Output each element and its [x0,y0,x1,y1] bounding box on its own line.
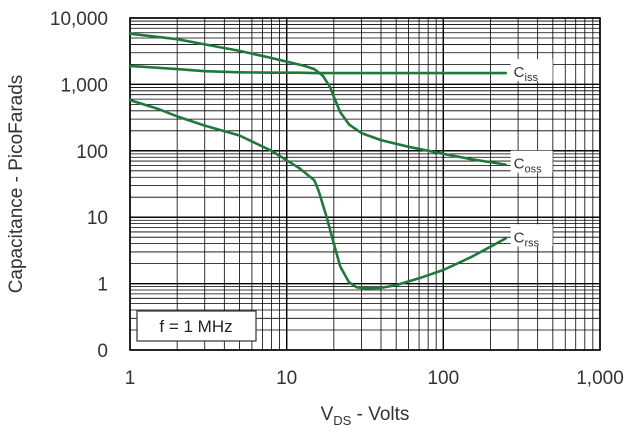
series-label-crss: Crss [514,229,540,249]
x-tick-label: 1,000 [576,368,624,389]
y-tick-labels: 0 1 10 100 1,000 10,000 [50,9,108,362]
x-axis-label: VDS - Volts [321,404,410,428]
series-line-ciss [128,64,508,75]
frequency-annotation: f = 1 MHz [136,310,257,342]
x-tick-labels: 1 10 100 1,000 [125,368,624,389]
x-tick-label: 10 [276,368,297,389]
x-axis-label-sub: DS [333,413,351,428]
plot-frame [129,17,601,351]
series-label-bg [510,150,553,173]
series-group [128,32,508,290]
x-axis-label-main: V [321,404,334,425]
annotation-text: f = 1 MHz [159,317,232,336]
y-tick-label: 1 [97,275,108,296]
y-tick-label: 0 [97,341,108,362]
series-labels: Ciss Coss Crss [510,59,553,249]
x-axis-label-rest: - Volts [351,404,409,425]
annotation-box [136,310,257,342]
series-label-bg [510,59,553,82]
x-tick-label: 1 [125,368,136,389]
series-label-coss: Coss [514,156,542,176]
y-tick-label: 1,000 [60,75,108,96]
series-line-coss [128,32,508,166]
series-label-ciss: Ciss [514,64,539,84]
y-tick-label: 100 [76,142,108,163]
y-axis-label: Capacitance - PicoFarads [6,75,27,294]
series-line-crss [128,98,508,290]
x-tick-label: 100 [427,368,459,389]
series-label-bg [510,224,553,247]
y-tick-label: 10,000 [50,9,108,30]
y-tick-label: 10 [87,208,108,229]
